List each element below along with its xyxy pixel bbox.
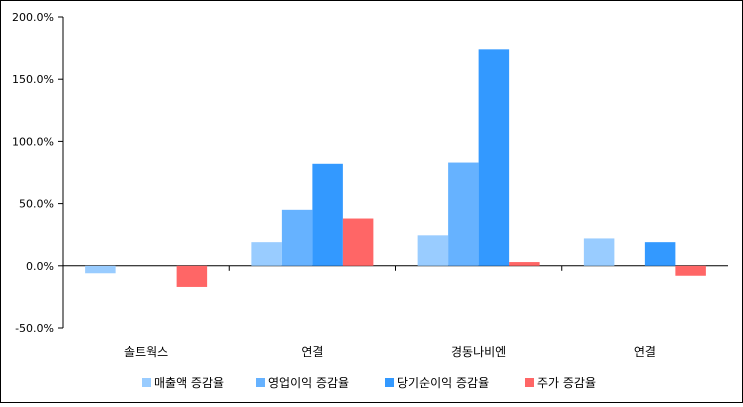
chart-legend: 매출액 증감율 영업이익 증감율 당기순이익 증감율 주가 증감율 <box>142 376 596 390</box>
legend-label: 당기순이익 증감율 <box>397 376 489 390</box>
y-tick-label: 200.0% <box>12 11 54 24</box>
bar <box>176 265 208 287</box>
bar <box>417 235 449 266</box>
legend-swatch <box>525 378 534 387</box>
legend-label: 영업이익 증감율 <box>268 376 349 390</box>
category-label: 연결 <box>634 345 656 359</box>
legend-swatch <box>256 378 265 387</box>
bar <box>312 163 343 266</box>
bar <box>583 238 615 266</box>
bar <box>644 242 676 266</box>
bar <box>448 162 479 266</box>
legend-label: 주가 증감율 <box>537 376 596 390</box>
bar <box>85 265 116 274</box>
bar <box>478 49 510 266</box>
bar <box>675 265 706 276</box>
category-label: 경동나비엔 <box>451 345 506 359</box>
y-tick-label: 0.0% <box>26 260 54 273</box>
y-tick-label: 50.0% <box>19 198 54 211</box>
y-tick-label: 100.0% <box>12 135 54 148</box>
bar <box>281 209 313 266</box>
category-label: 연결 <box>301 345 323 359</box>
y-tick-label: -50.0% <box>15 322 54 335</box>
legend-swatch <box>142 378 151 387</box>
bar <box>342 218 374 266</box>
category-label: 솔트웍스 <box>124 345 168 359</box>
legend-label: 매출액 증감율 <box>154 376 224 390</box>
chart-bars <box>85 49 706 287</box>
bar <box>251 242 282 266</box>
legend-swatch <box>385 378 394 387</box>
bar <box>509 262 540 266</box>
y-tick-label: 150.0% <box>12 73 54 86</box>
chart-axes <box>58 16 728 329</box>
chart-labels: -50.0% 0.0% 50.0% 100.0% 150.0% 200.0% 솔트웍스 연결 경… <box>12 11 656 359</box>
